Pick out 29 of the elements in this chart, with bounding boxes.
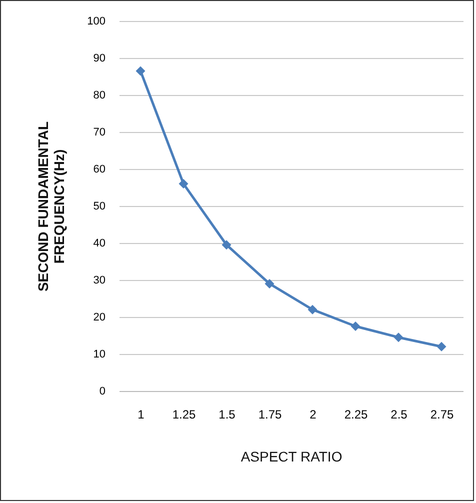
point [222,240,232,250]
y-tick-label: 20 [93,312,106,324]
x-tick-label: 1.5 [218,408,236,422]
y-tick-label: 100 [87,16,106,28]
x-tick-label: 2.25 [344,408,368,422]
x-tick-label: 2.5 [390,408,408,422]
y-tick-label: 60 [93,164,106,176]
y-tick-label: 10 [93,348,106,360]
y-tick-label: 90 [93,52,106,64]
y-tick-label: 40 [93,238,106,250]
x-tick-label: 1.25 [172,408,196,422]
x-axis-title: ASPECT RATIO [240,448,342,464]
x-tick-label: 2.75 [430,408,454,422]
point [264,278,274,288]
y-axis-title: SECOND FUNDAMENTAL FREQUENCY(Hz) [35,121,68,292]
x-tick-label: 1.75 [258,408,282,422]
point [436,342,446,352]
point [308,304,318,314]
point [394,332,404,342]
x-tick-label: 2 [310,408,317,422]
y-tick-label: 30 [93,274,106,286]
y-tick-label: 70 [93,126,106,138]
point [178,179,188,189]
x-tick-label: 1 [138,408,145,422]
y-tick-label: 80 [93,90,106,102]
y-tick-label: 50 [93,200,106,212]
y-tick-label: 0 [99,386,106,398]
point [136,66,146,76]
point [350,322,360,331]
